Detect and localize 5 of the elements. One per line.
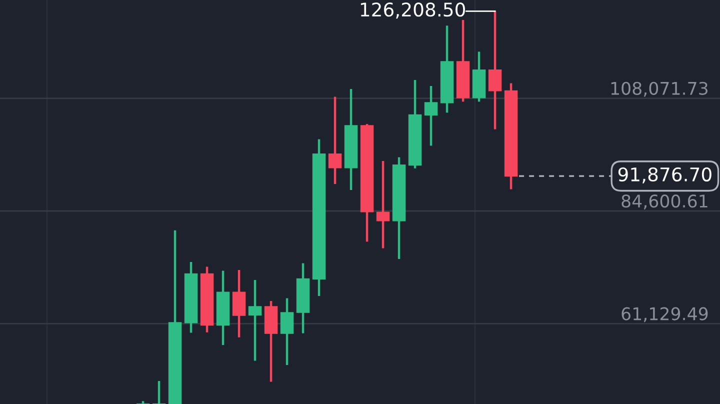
y-tick-label: 108,071.73	[611, 82, 708, 97]
annotation: 126,208.50	[360, 2, 465, 19]
y-tick-label: 61,129.49	[622, 307, 708, 322]
ref-line-label: 91,876.70	[618, 167, 712, 184]
y-tick-label: 84,600.61	[622, 194, 708, 210]
